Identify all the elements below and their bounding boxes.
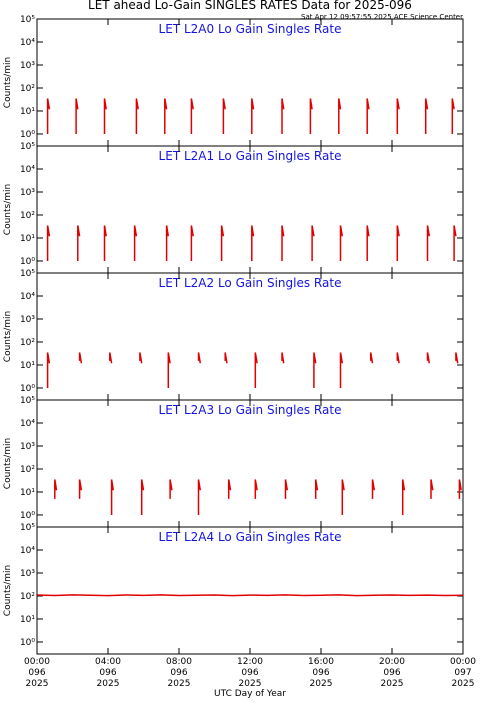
chart-title: LET ahead Lo-Gain SINGLES RATES Data for… (88, 0, 412, 12)
x-tick-label: 096 (28, 668, 45, 678)
series-line (54, 479, 462, 515)
x-tick-label: 2025 (452, 679, 475, 689)
y-tick-label: 10² (20, 592, 35, 602)
y-tick-label: 10¹ (20, 488, 35, 498)
x-tick-label: 2025 (97, 679, 120, 689)
panel-title: LET L2A1 Lo Gain Singles Rate (159, 149, 342, 163)
x-tick-label: 2025 (381, 679, 404, 689)
x-tick-label: 2025 (168, 679, 191, 689)
plot-frame (36, 399, 464, 528)
x-tick-label: 08:00 (166, 657, 192, 667)
x-tick-label: 2025 (310, 679, 333, 689)
y-tick-label: 10³ (20, 188, 35, 198)
y-tick-label: 10³ (20, 315, 35, 325)
y-tick-label: 10² (20, 465, 35, 475)
x-tick-label: 096 (383, 668, 400, 678)
panel-title: LET L2A2 Lo Gain Singles Rate (159, 276, 342, 290)
panel-title: LET L2A3 Lo Gain Singles Rate (159, 403, 342, 417)
y-tick-label: 10⁰ (20, 638, 35, 648)
x-tick-label: 2025 (239, 679, 262, 689)
y-tick-label: 10³ (20, 569, 35, 579)
x-tick-label: 12:00 (237, 657, 263, 667)
x-tick-label: 096 (241, 668, 258, 678)
y-tick-label: 10³ (20, 442, 35, 452)
y-tick-label: 10⁴ (20, 546, 35, 556)
x-tick-label: 096 (99, 668, 116, 678)
y-tick-label: 10⁵ (20, 523, 35, 533)
y-tick-label: 10² (20, 84, 35, 94)
y-tick-label: 10² (20, 211, 35, 221)
y-tick-label: 10⁰ (20, 511, 35, 521)
x-tick-label: 097 (454, 668, 471, 678)
y-axis-label: Counts/min (3, 184, 13, 235)
y-tick-label: 10⁴ (20, 38, 35, 48)
y-axis-label: Counts/min (3, 565, 13, 616)
panel-title: LET L2A4 Lo Gain Singles Rate (159, 530, 342, 544)
series-line (36, 594, 464, 597)
y-tick-label: 10⁵ (20, 396, 35, 406)
y-tick-label: 10⁰ (20, 384, 35, 394)
plot-frame (36, 18, 464, 147)
subtitle: Sat Apr 12 09:57:55 2025 ACE Science Cen… (301, 13, 463, 21)
x-tick-label: 096 (312, 668, 329, 678)
x-tick-label: 096 (170, 668, 187, 678)
plot-frame (36, 272, 464, 401)
x-tick-label: 16:00 (308, 657, 334, 667)
series-line (46, 98, 455, 134)
plot-frame (36, 526, 464, 655)
plot-frame (36, 145, 464, 274)
y-tick-label: 10¹ (20, 107, 35, 117)
y-axis-label: Counts/min (3, 438, 13, 489)
x-tick-label: 04:00 (95, 657, 121, 667)
y-tick-label: 10⁵ (20, 15, 35, 25)
y-tick-label: 10⁰ (20, 130, 35, 140)
x-tick-label: 00:00 (24, 657, 50, 667)
y-tick-label: 10⁴ (20, 292, 35, 302)
y-tick-label: 10⁰ (20, 257, 35, 267)
y-tick-label: 10² (20, 338, 35, 348)
panel-title: LET L2A0 Lo Gain Singles Rate (159, 22, 342, 36)
y-tick-label: 10⁵ (20, 142, 35, 152)
y-axis-label: Counts/min (3, 57, 13, 108)
y-tick-label: 10³ (20, 61, 35, 71)
y-tick-label: 10¹ (20, 615, 35, 625)
x-tick-label: 20:00 (379, 657, 405, 667)
y-tick-label: 10¹ (20, 234, 35, 244)
x-axis-label: UTC Day of Year (214, 689, 286, 699)
y-tick-label: 10⁴ (20, 165, 35, 175)
x-tick-label: 00:00 (450, 657, 476, 667)
series-line (46, 352, 459, 388)
y-tick-label: 10⁵ (20, 269, 35, 279)
y-tick-label: 10⁴ (20, 419, 35, 429)
x-tick-label: 2025 (26, 679, 49, 689)
y-axis-label: Counts/min (3, 311, 13, 362)
series-line (46, 225, 457, 261)
y-tick-label: 10¹ (20, 361, 35, 371)
